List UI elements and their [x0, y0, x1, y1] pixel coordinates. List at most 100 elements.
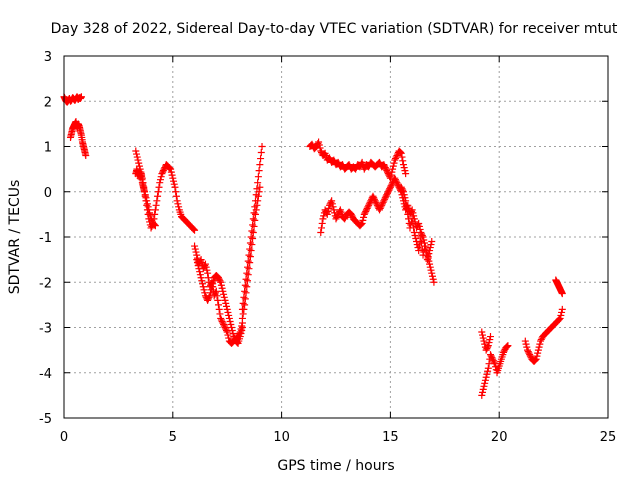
data-point-marker: [352, 165, 360, 173]
data-point-marker: [330, 156, 338, 164]
data-point-marker: [360, 210, 368, 218]
data-point-marker: [386, 183, 394, 191]
data-point-marker: [243, 283, 251, 291]
data-point-marker: [526, 352, 534, 360]
data-point-marker: [246, 239, 254, 247]
data-point-marker: [241, 281, 249, 289]
data-point-marker: [333, 212, 341, 220]
data-point-marker: [197, 274, 205, 282]
data-point-marker: [348, 212, 356, 220]
data-point-marker: [488, 354, 496, 362]
data-point-marker: [218, 317, 226, 325]
data-point-marker: [172, 188, 180, 196]
data-point-marker: [523, 346, 531, 354]
data-point-marker: [478, 391, 486, 399]
data-point-marker: [399, 188, 407, 196]
data-point-marker: [558, 308, 566, 316]
data-point-marker: [378, 201, 386, 209]
data-point-marker: [427, 241, 435, 249]
data-point-marker: [383, 191, 391, 199]
data-point-marker: [533, 352, 541, 360]
data-point-marker: [537, 337, 545, 345]
data-point-marker: [385, 186, 393, 194]
data-point-marker: [144, 203, 152, 211]
data-point-marker: [555, 315, 563, 323]
data-point-marker: [308, 140, 316, 148]
data-point-marker: [407, 218, 415, 226]
data-point-marker: [244, 271, 252, 279]
data-point-marker: [484, 343, 492, 351]
data-point-marker: [156, 176, 164, 184]
data-point-marker: [403, 206, 411, 214]
data-point-marker: [319, 215, 327, 223]
data-point-marker: [394, 180, 402, 188]
data-point-marker: [207, 289, 215, 297]
data-point-marker: [154, 188, 162, 196]
data-point-marker: [328, 200, 336, 208]
data-point-marker: [189, 225, 197, 233]
data-point-marker: [256, 183, 264, 191]
data-point-marker: [389, 162, 397, 170]
data-point-marker: [244, 263, 252, 271]
data-point-marker: [206, 292, 214, 300]
data-point-marker: [391, 176, 399, 184]
data-point-marker: [168, 171, 176, 179]
data-point-marker: [169, 174, 177, 182]
data-point-marker: [480, 382, 488, 390]
data-point-marker: [317, 147, 325, 155]
data-point-marker: [399, 157, 407, 165]
data-point-marker: [537, 336, 545, 344]
data-point-marker: [486, 333, 494, 341]
data-point-marker: [426, 244, 434, 252]
data-point-marker: [393, 179, 401, 187]
data-point-marker: [239, 299, 247, 307]
data-point-marker: [257, 149, 265, 157]
data-point-marker: [244, 277, 252, 285]
data-point-marker: [201, 260, 209, 268]
data-point-marker: [387, 171, 395, 179]
data-point-marker: [171, 183, 179, 191]
data-point-marker: [409, 209, 417, 217]
data-point-marker: [256, 161, 264, 169]
data-point-marker: [532, 355, 540, 363]
data-point-marker: [391, 174, 399, 182]
data-point-marker: [500, 347, 508, 355]
data-point-marker: [318, 219, 326, 227]
data-point-marker: [320, 150, 328, 158]
data-point-marker: [521, 337, 529, 345]
data-point-marker: [391, 155, 399, 163]
data-point-marker: [396, 148, 404, 156]
data-point-marker: [248, 227, 256, 235]
data-point-marker: [246, 259, 254, 267]
data-point-marker: [402, 201, 410, 209]
data-point-marker: [158, 170, 166, 178]
data-point-marker: [327, 198, 335, 206]
data-point-marker: [227, 320, 235, 328]
data-point-marker: [558, 305, 566, 313]
data-point-marker: [148, 216, 156, 224]
data-point-marker: [479, 388, 487, 396]
data-point-marker: [255, 167, 263, 175]
data-point-marker: [383, 189, 391, 197]
data-point-marker: [401, 167, 409, 175]
data-point-marker: [479, 385, 487, 393]
data-point-marker: [484, 364, 492, 372]
data-point-marker: [229, 330, 237, 338]
data-point-marker: [526, 351, 534, 359]
data-point-marker: [191, 245, 199, 253]
data-point-marker: [251, 210, 259, 218]
data-point-marker: [236, 333, 244, 341]
data-point-marker: [132, 147, 140, 155]
data-point-marker: [325, 154, 333, 162]
data-point-marker: [215, 305, 223, 313]
data-point-marker: [146, 209, 154, 217]
data-point-marker: [398, 153, 406, 161]
data-point-marker: [504, 342, 512, 350]
data-point-marker: [218, 284, 226, 292]
data-point-marker: [154, 192, 162, 200]
data-point-marker: [135, 159, 143, 167]
data-point-marker: [341, 213, 349, 221]
data-point-marker: [245, 251, 253, 259]
data-point-marker: [400, 164, 408, 172]
data-point-marker: [479, 334, 487, 342]
